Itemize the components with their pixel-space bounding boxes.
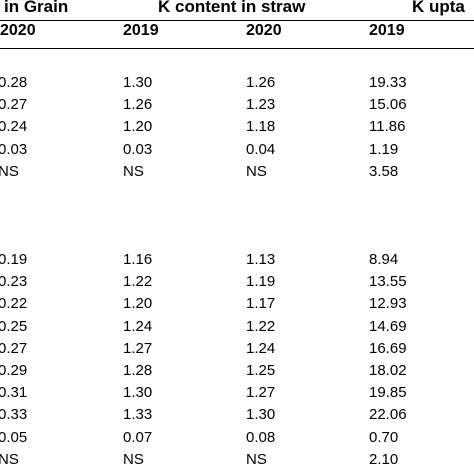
year-header: 2020 bbox=[246, 22, 282, 39]
table-cell: 16.69 bbox=[369, 339, 407, 357]
year-header: 2020 bbox=[0, 22, 36, 39]
table-cell: 1.30 bbox=[123, 384, 153, 402]
table-cell: 0.23 bbox=[0, 273, 28, 291]
table-cell: 2.10 bbox=[369, 450, 399, 468]
table-cell: 8.94 bbox=[369, 251, 399, 268]
table-cell: 12.93 bbox=[369, 295, 407, 313]
table-cell: 1.25 bbox=[246, 362, 276, 379]
table-cell: 19.33 bbox=[369, 74, 407, 91]
table-cell: 14.69 bbox=[369, 317, 407, 335]
table-cell: 0.27 bbox=[0, 339, 28, 357]
table-cell: 1.17 bbox=[246, 295, 276, 313]
table-cell: NS bbox=[123, 450, 144, 468]
table-cell: 0.25 bbox=[0, 317, 28, 335]
table-cell: 1.13 bbox=[246, 251, 276, 268]
table-cell: 0.19 bbox=[0, 251, 28, 268]
table-cell: 0.03 bbox=[123, 140, 153, 158]
table-cell: 1.26 bbox=[246, 74, 276, 91]
table-cell: 1.30 bbox=[246, 406, 276, 424]
table-cell: 3.58 bbox=[369, 162, 399, 180]
table-cell: 0.24 bbox=[0, 118, 28, 136]
table-cell: 11.86 bbox=[369, 118, 406, 136]
header-rule bbox=[0, 20, 474, 21]
table-cell: 1.19 bbox=[246, 273, 276, 291]
table-cell: NS bbox=[0, 162, 19, 180]
table-cell: 1.16 bbox=[123, 251, 153, 268]
table-cell: 0.70 bbox=[369, 428, 399, 446]
header-k-uptake: K upta bbox=[412, 0, 465, 16]
table-cell: 1.18 bbox=[246, 118, 276, 136]
table-cell: 0.31 bbox=[0, 384, 28, 402]
header-k-content-in-straw: K content in straw bbox=[158, 0, 306, 16]
table-cell: 0.29 bbox=[0, 362, 28, 379]
table-cell: 1.19 bbox=[369, 140, 399, 158]
table-cell: 1.22 bbox=[246, 317, 276, 335]
table-cell: 1.20 bbox=[123, 118, 153, 136]
table-cell: 0.27 bbox=[0, 96, 28, 114]
table-cell: 0.04 bbox=[246, 140, 276, 158]
table-cell: 22.06 bbox=[369, 406, 407, 424]
table-cell: 0.33 bbox=[0, 406, 28, 424]
table-cell: 0.05 bbox=[0, 428, 28, 446]
table-cell: 1.27 bbox=[123, 339, 153, 357]
year-header: 2019 bbox=[123, 22, 159, 39]
table-cell: NS bbox=[0, 450, 19, 468]
table-cell: 1.33 bbox=[123, 406, 153, 424]
table-cell: 13.55 bbox=[369, 273, 407, 291]
table-cell: 0.08 bbox=[246, 428, 276, 446]
header-k-in-grain: K in Grain bbox=[0, 0, 69, 16]
table-cell: 0.07 bbox=[123, 428, 153, 446]
year-rule bbox=[0, 48, 474, 49]
table-cell: 1.26 bbox=[123, 96, 153, 114]
year-header: 2019 bbox=[369, 22, 405, 39]
table-cell: NS bbox=[123, 162, 144, 180]
table-cell: 1.24 bbox=[246, 339, 276, 357]
table-cell: 18.02 bbox=[369, 362, 407, 379]
table-cell: 1.28 bbox=[123, 362, 153, 379]
table-cell: 1.30 bbox=[123, 74, 153, 91]
table-cell: 19.85 bbox=[369, 384, 407, 402]
table-cell: 1.23 bbox=[246, 96, 276, 114]
table-cell: 1.20 bbox=[123, 295, 153, 313]
table-cell: 1.27 bbox=[246, 384, 276, 402]
table-cell: 15.06 bbox=[369, 96, 407, 114]
table-cell: NS bbox=[246, 450, 267, 468]
table-cell: 0.22 bbox=[0, 295, 28, 313]
table-cell: 1.24 bbox=[123, 317, 153, 335]
table-cell: 1.22 bbox=[123, 273, 153, 291]
table-cell: NS bbox=[246, 162, 267, 180]
table-cell: 0.28 bbox=[0, 74, 28, 91]
table-cell: 0.03 bbox=[0, 140, 28, 158]
